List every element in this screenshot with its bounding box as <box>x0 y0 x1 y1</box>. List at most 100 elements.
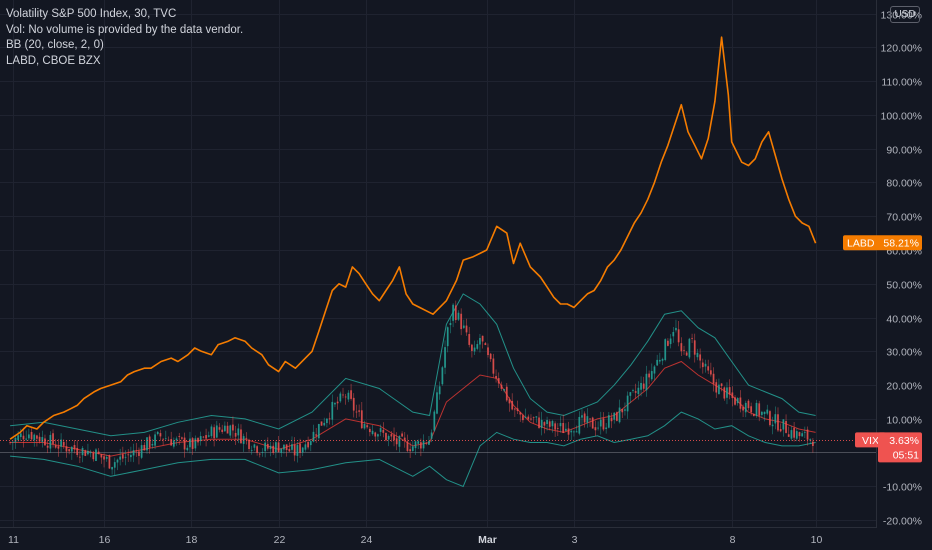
vix-candle-body <box>575 431 578 433</box>
vix-candle-body <box>315 434 318 436</box>
vix-candle-body <box>401 433 403 437</box>
vix-candle-body <box>449 322 452 326</box>
vix-candle-body <box>331 401 334 420</box>
vix-candle-body <box>718 384 720 395</box>
vix-candle-body <box>777 414 779 431</box>
vix-candle-body <box>36 435 38 439</box>
x-tick-label: Mar <box>478 534 497 546</box>
vix-candle-body <box>272 445 275 453</box>
vix-candle-body <box>519 412 522 415</box>
vix-candle-body <box>473 347 476 352</box>
time-axis[interactable]: 11 16 18 22 24 Mar 3 8 10 <box>8 534 822 546</box>
vix-candle-body <box>712 373 715 384</box>
vix-candle-body <box>511 400 514 410</box>
vix-candle-body <box>508 399 511 404</box>
vix-candle-body <box>626 395 629 412</box>
vix-candle-body <box>417 441 420 444</box>
vix-candle-body <box>798 432 801 437</box>
vix-candle-body <box>734 397 736 405</box>
vix-candle-body <box>334 402 336 405</box>
vix-candle-body <box>22 435 25 440</box>
vix-candle-body <box>65 446 68 452</box>
vix-candle-body <box>707 366 710 371</box>
vix-candle-body <box>242 436 245 444</box>
vix-candle-body <box>210 426 213 437</box>
vix-candle-body <box>87 450 89 455</box>
vix-candle-body <box>62 441 65 446</box>
currency-button[interactable]: USD <box>890 6 920 23</box>
x-tick-label: 11 <box>8 534 19 546</box>
bar-countdown: 05:51 <box>893 449 919 461</box>
vix-candle-body <box>723 387 726 399</box>
vix-candle-body <box>610 417 613 422</box>
vix-candle-body <box>159 433 162 437</box>
vix-candle-body <box>683 349 685 351</box>
vix-candle-body <box>567 428 570 435</box>
vix-candle-body <box>433 411 436 431</box>
vix-candle-body <box>172 440 175 447</box>
vix-candle-body <box>266 443 269 449</box>
vix-candle-body <box>487 347 489 356</box>
legend-volume[interactable]: Vol: No volume is provided by the data v… <box>6 23 244 36</box>
vix-candle-body <box>202 436 205 438</box>
vix-candle-body <box>677 329 680 343</box>
x-tick-label: 24 <box>361 534 373 546</box>
vix-candle-body <box>68 449 71 452</box>
legend-bollinger-bands[interactable]: BB (20, close, 2, 0) <box>6 39 104 51</box>
vix-candle-body <box>44 438 46 446</box>
vix-candle-body <box>73 445 76 450</box>
vix-candle-body <box>621 409 624 413</box>
vix-candle-body <box>559 423 562 427</box>
vix-candle-body <box>46 445 49 448</box>
vix-candle-body <box>234 432 237 437</box>
vix-candle-body <box>336 401 339 404</box>
vix-candle-body <box>299 443 301 453</box>
vix-candle-body <box>481 335 484 342</box>
vix-candle-body <box>111 467 114 470</box>
legend-compare-symbol[interactable]: LABD, CBOE BZX <box>6 54 101 67</box>
vix-candle-body <box>672 332 675 337</box>
vix-candle-body <box>301 447 304 453</box>
vix-candle-body <box>779 429 782 432</box>
vix-candle-body <box>648 373 651 378</box>
labd-price-tag <box>843 235 922 251</box>
vix-candle-body <box>720 383 723 387</box>
vix-candle-body <box>615 412 618 421</box>
vix-candle-body <box>27 434 30 439</box>
legend-main-symbol[interactable]: Volatility S&P 500 Index, 30, TVC <box>6 8 177 20</box>
vix-candle-body <box>132 450 135 456</box>
vix-candle-body <box>624 409 626 411</box>
vix-candle-body <box>54 445 57 448</box>
vix-candle-body <box>551 420 554 427</box>
vix-candle-body <box>446 327 449 347</box>
vix-candle-body <box>250 449 253 451</box>
vix-candle-body <box>484 343 487 346</box>
labd-tag-value: 58.21% <box>883 238 919 250</box>
vix-candle-body <box>629 392 632 396</box>
vix-candle-body <box>309 441 312 446</box>
vix-candle-body <box>382 429 385 433</box>
price-axis[interactable]: -20.00% -10.00% 10.00% 20.00% 30.00% 40.00% 50… <box>881 10 922 528</box>
vix-candle-body <box>264 442 267 452</box>
x-tick-label: 22 <box>274 534 286 546</box>
vix-candle-body <box>543 422 546 426</box>
vix-candle-body <box>535 416 538 418</box>
vix-candle-body <box>146 437 148 451</box>
x-tick-label: 16 <box>99 534 111 546</box>
vix-candle-body <box>175 438 178 441</box>
vix-candle-body <box>339 393 342 402</box>
vix-candle-body <box>213 427 216 439</box>
vix-candle-body <box>755 402 758 417</box>
y-tick-label: 50.00% <box>886 280 922 292</box>
vix-candle-body <box>215 425 218 438</box>
vix-candle-body <box>223 425 226 432</box>
vix-candle-body <box>556 427 559 429</box>
vix-candle-body <box>495 375 497 379</box>
vix-candle-body <box>422 440 425 449</box>
vix-candle-body <box>750 406 753 413</box>
vix-candle-body <box>462 325 465 328</box>
vix-candle-body <box>100 454 103 458</box>
vix-candle-body <box>642 383 645 389</box>
vix-candle-body <box>414 441 417 449</box>
